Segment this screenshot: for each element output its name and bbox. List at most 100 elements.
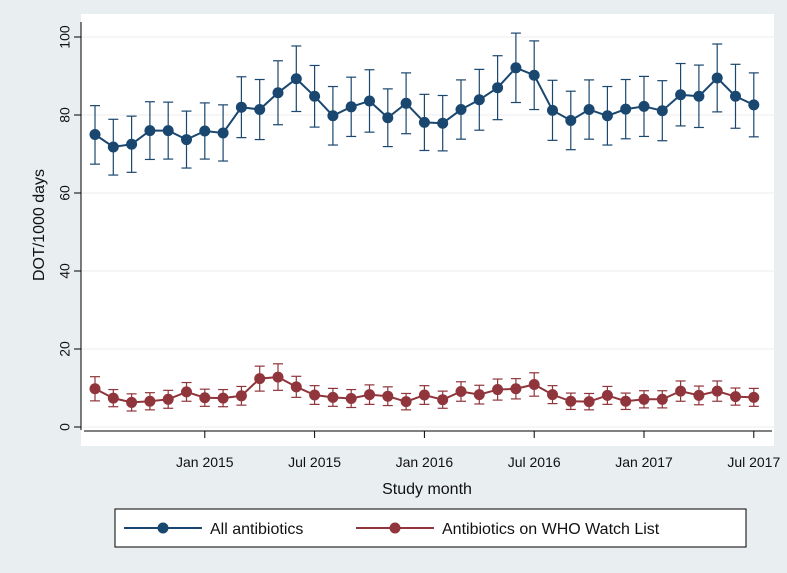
x-tick-label: Jan 2016 [396, 454, 454, 470]
data-point [254, 373, 266, 385]
data-point [181, 386, 192, 398]
data-point [162, 393, 174, 405]
data-point [547, 389, 558, 401]
data-point [711, 72, 723, 84]
data-point [583, 104, 595, 116]
data-point [327, 391, 339, 403]
data-point [181, 134, 192, 146]
data-point [437, 117, 449, 129]
data-point [656, 105, 668, 117]
data-point [473, 389, 485, 401]
data-point [473, 94, 485, 106]
data-point [730, 391, 741, 403]
data-point [217, 392, 229, 404]
data-point [693, 389, 705, 401]
y-axis: 0 20 40 60 80 100 [57, 22, 82, 431]
data-point [126, 138, 138, 150]
data-point [748, 391, 760, 403]
data-point [638, 100, 650, 112]
legend: All antibiotics Antibiotics on WHO Watch… [114, 508, 747, 548]
data-point [217, 127, 229, 139]
data-point [492, 82, 504, 94]
y-tick-label: 60 [57, 185, 73, 201]
data-point [730, 90, 741, 102]
data-point [400, 396, 412, 408]
x-tick-label: Jan 2017 [615, 454, 673, 470]
y-tick-label: 20 [57, 341, 73, 357]
data-point [107, 141, 119, 153]
plot-panel [81, 14, 774, 446]
data-point [693, 90, 705, 102]
data-point [290, 73, 302, 85]
series-layer [89, 32, 760, 412]
y-tick-label: 40 [57, 263, 73, 279]
data-point [620, 395, 632, 407]
grid-lines [81, 36, 774, 428]
data-point [364, 95, 375, 107]
data-point [547, 104, 558, 116]
y-tick-label: 0 [57, 423, 73, 431]
series-who-watch-list [89, 363, 760, 412]
x-tick-label: Jul 2015 [288, 454, 341, 470]
data-point [345, 101, 357, 113]
data-point [492, 384, 504, 396]
x-tick-label: Jul 2017 [727, 454, 780, 470]
data-point [199, 392, 211, 404]
data-point [418, 389, 430, 401]
data-point [199, 125, 211, 137]
series-all-antibiotics [89, 32, 760, 176]
data-point [418, 116, 430, 128]
data-point [327, 110, 339, 122]
data-point [290, 381, 302, 393]
legend-marker-all-antibiotics [157, 522, 169, 534]
data-point [235, 101, 247, 113]
data-point [235, 390, 247, 402]
data-point [364, 389, 375, 401]
data-point [126, 396, 138, 408]
x-tick-label: Jan 2015 [176, 454, 234, 470]
data-point [455, 104, 467, 116]
data-point [656, 393, 668, 405]
data-point [89, 129, 101, 140]
x-tick-label: Jul 2016 [508, 454, 561, 470]
data-point [400, 97, 412, 109]
data-point [510, 62, 522, 74]
data-point [528, 69, 540, 81]
legend-marker-who-watch-list [389, 522, 401, 534]
data-point [162, 125, 174, 137]
data-point [601, 110, 613, 122]
data-point [455, 386, 467, 398]
data-point [272, 87, 284, 99]
data-point [510, 383, 522, 395]
data-point [309, 90, 321, 102]
data-point [638, 393, 650, 405]
data-point [382, 390, 394, 402]
data-point [528, 378, 540, 390]
y-tick-label: 80 [57, 107, 73, 123]
data-point [144, 395, 156, 407]
data-point [107, 392, 119, 404]
data-point [254, 104, 266, 116]
data-point [748, 99, 760, 111]
data-point [601, 389, 613, 401]
data-point [309, 389, 321, 401]
data-point [89, 383, 101, 395]
data-point [565, 395, 577, 407]
data-point [565, 114, 577, 126]
x-axis: Jan 2015 Jul 2015 Jan 2016 Jul 2016 Jan 2017… [84, 430, 780, 470]
data-point [711, 385, 723, 397]
y-tick-label: 100 [57, 25, 73, 49]
legend-label-all-antibiotics: All antibiotics [210, 521, 303, 538]
data-point [382, 112, 394, 124]
data-point [620, 103, 632, 115]
data-point [675, 385, 687, 397]
data-point [272, 371, 284, 383]
data-point [437, 394, 449, 406]
data-point [675, 89, 687, 101]
legend-label-who-watch-list: Antibiotics on WHO Watch List [442, 521, 660, 538]
data-point [144, 125, 156, 137]
data-point [345, 393, 357, 405]
y-axis-title: DOT/1000 days [31, 169, 48, 281]
x-axis-title: Study month [382, 481, 472, 498]
